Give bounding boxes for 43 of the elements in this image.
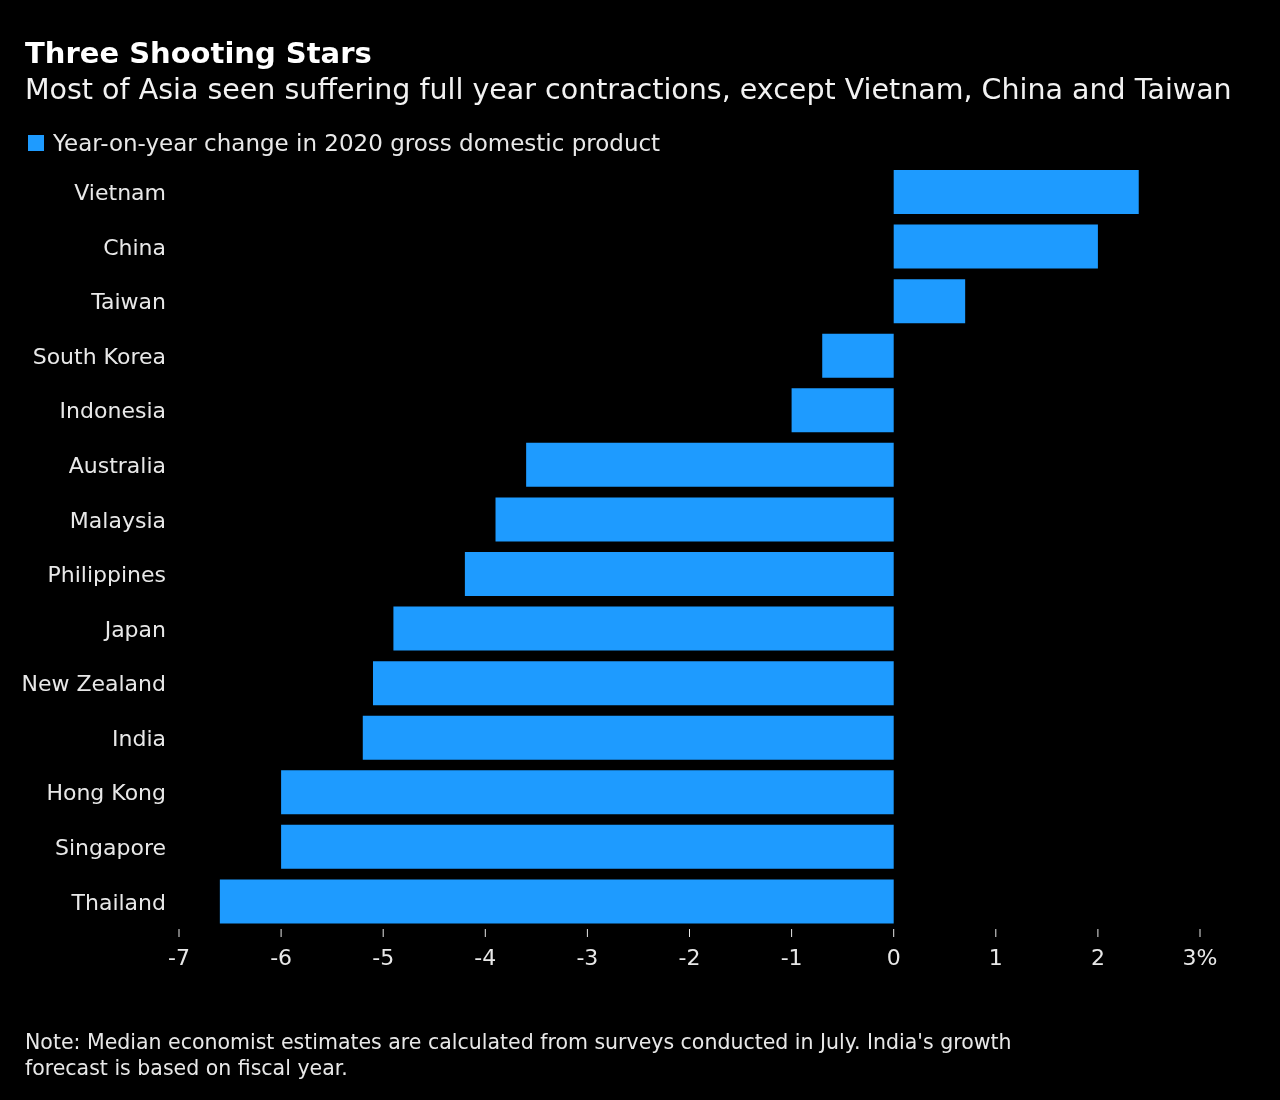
- y-tick-label: Thailand: [70, 889, 166, 915]
- x-tick-label: 0: [886, 944, 901, 970]
- y-tick-label: China: [103, 234, 166, 260]
- bar: [822, 333, 894, 378]
- bar: [281, 770, 894, 815]
- bar: [893, 224, 1098, 269]
- y-tick-label: Malaysia: [69, 507, 166, 533]
- y-tick-label: South Korea: [32, 343, 166, 369]
- bar: [281, 824, 894, 869]
- chart-subtitle: Most of Asia seen suffering full year contractions, except Vietnam, China and Taiwan: [25, 73, 1232, 106]
- y-tick-label: New Zealand: [21, 671, 166, 697]
- bar: [893, 170, 1139, 214]
- bar: [526, 442, 894, 487]
- bar: [495, 497, 894, 542]
- x-tick-label: -4: [474, 944, 497, 970]
- x-tick-label: -3: [576, 944, 599, 970]
- bar: [219, 879, 894, 924]
- bar: [393, 606, 894, 651]
- y-tick-label: Hong Kong: [46, 780, 166, 806]
- text: Note: Median economist estimates are calculated from surveys conducted in July. India's growth forecast is based on fiscal year.: [25, 1029, 1013, 1081]
- y-tick-label: Taiwan: [90, 289, 166, 315]
- y-tick-label: Vietnam: [74, 180, 166, 206]
- x-tick-label: -2: [678, 944, 701, 970]
- x-tick-label: 1: [988, 944, 1003, 970]
- y-tick-label: Indonesia: [59, 398, 166, 424]
- legend-label: Year-on-year change in 2020 gross domestic product: [53, 130, 661, 156]
- x-tick-label: -5: [372, 944, 395, 970]
- x-tick-label: -6: [270, 944, 293, 970]
- chart-title: Three Shooting Stars: [25, 36, 372, 70]
- bar: [893, 279, 966, 324]
- bar: [464, 552, 894, 596]
- y-tick-label: Japan: [102, 616, 166, 642]
- x-tick-label: -7: [168, 944, 190, 970]
- x-tick-label: 3%: [1182, 944, 1218, 970]
- y-tick-label: Australia: [68, 452, 166, 478]
- y-tick-label: India: [112, 725, 166, 751]
- y-tick-label: Singapore: [55, 834, 166, 860]
- bar: [362, 715, 894, 760]
- y-tick-label: Philippines: [47, 562, 166, 588]
- bar: [372, 661, 894, 706]
- bar: [791, 388, 894, 433]
- x-tick-label: -1: [780, 944, 803, 970]
- x-tick-label: 2: [1090, 944, 1105, 970]
